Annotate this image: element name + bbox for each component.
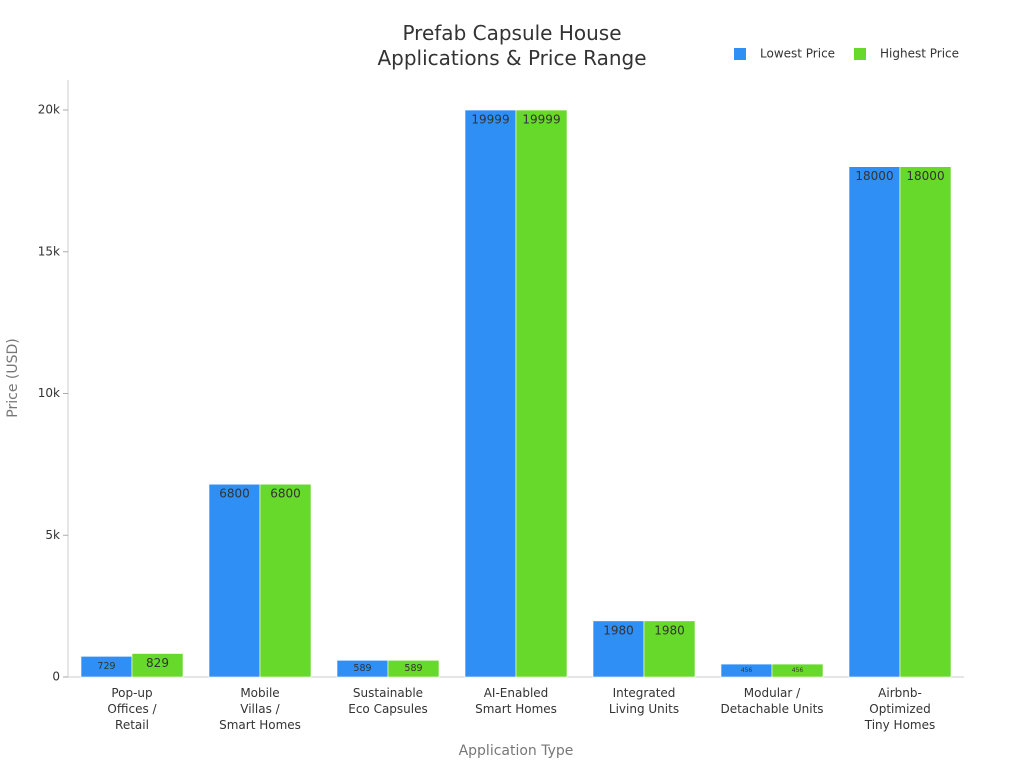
value-label: 19999 bbox=[522, 113, 560, 127]
x-tick-label: Pop-up Offices / Retail bbox=[107, 686, 157, 732]
value-label: 18000 bbox=[906, 169, 944, 183]
chart-title: Prefab Capsule House Applications & Price… bbox=[377, 21, 646, 70]
y-tick-label: 15k bbox=[38, 244, 60, 258]
legend-label: Lowest Price bbox=[760, 47, 835, 61]
value-label: 456 bbox=[741, 667, 753, 674]
x-tick-label: Airbnb-Optimized Tiny Homes bbox=[864, 686, 936, 732]
bar bbox=[387, 660, 440, 678]
x-axis-label: Application Type bbox=[459, 743, 574, 759]
legend-swatch bbox=[854, 48, 866, 60]
value-label: 1980 bbox=[603, 623, 634, 637]
y-tick-label: 10k bbox=[38, 386, 60, 400]
y-tick-label: 5k bbox=[45, 528, 60, 542]
legend-label: Highest Price bbox=[880, 47, 959, 61]
value-label: 19999 bbox=[471, 113, 509, 127]
value-label: 829 bbox=[146, 656, 169, 670]
x-tick-label: Sustainable Eco Capsules bbox=[348, 686, 428, 716]
value-label: 589 bbox=[404, 663, 422, 674]
value-label: 6800 bbox=[270, 487, 301, 501]
bar bbox=[771, 663, 824, 678]
bar bbox=[208, 483, 261, 678]
bar bbox=[464, 109, 517, 678]
bar bbox=[848, 166, 901, 678]
value-label: 1980 bbox=[654, 623, 685, 637]
y-axis-label: Price (USD) bbox=[5, 338, 21, 417]
value-label: 6800 bbox=[219, 487, 250, 501]
bar bbox=[131, 653, 184, 678]
bar bbox=[899, 166, 952, 678]
y-tick-label: 20k bbox=[38, 103, 60, 117]
x-tick-label: Modular / Detachable Units bbox=[720, 686, 823, 716]
x-tick-label: AI-Enabled Smart Homes bbox=[475, 686, 557, 716]
bar bbox=[643, 620, 696, 678]
y-tick-label: 0 bbox=[52, 670, 60, 684]
value-label: 729 bbox=[97, 661, 115, 672]
x-tick-label: Mobile Villas / Smart Homes bbox=[219, 686, 301, 732]
value-label: 18000 bbox=[855, 169, 893, 183]
x-tick-label: Integrated Living Units bbox=[609, 686, 679, 716]
bar bbox=[592, 620, 645, 678]
bar bbox=[259, 483, 312, 678]
bar bbox=[515, 109, 568, 678]
legend-swatch bbox=[734, 48, 746, 60]
value-label: 589 bbox=[353, 663, 371, 674]
value-label: 456 bbox=[792, 667, 804, 674]
